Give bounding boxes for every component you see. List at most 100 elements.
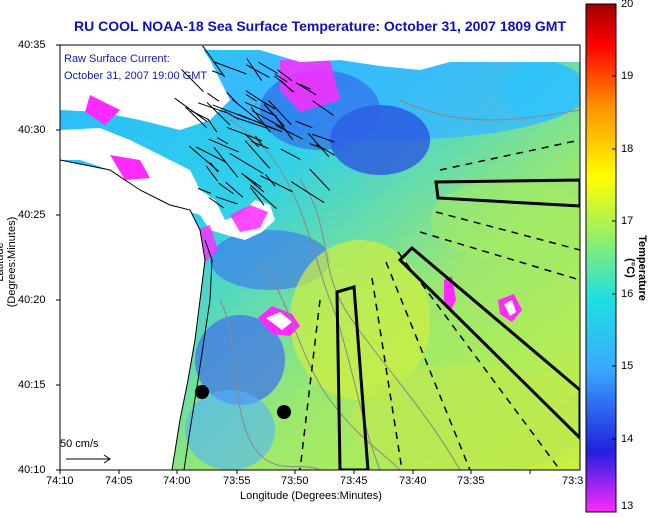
dump-zone-southeast [397,245,580,441]
current-vector [290,181,325,204]
current-vector [245,94,257,102]
current-vector [275,124,303,140]
cool-patch-south [185,390,275,470]
shipping-lanes [299,139,580,470]
current-vector [250,106,271,133]
current-vector [265,174,276,187]
current-vector [206,102,231,126]
colorbar-tick: 13 [621,500,634,512]
x-tick: 74:00 [163,475,191,487]
current-vector [208,197,225,209]
colorbar-tick: 18 [621,143,634,155]
current-vector [280,148,301,160]
current-vector [249,186,265,206]
current-vector [312,100,335,116]
current-vector [315,143,335,156]
x-axis-label: Longitude (Degrees:Minutes) [240,490,382,502]
x-tick: 73:3 [562,475,584,487]
current-vector [277,69,293,82]
current-vector [309,168,331,191]
current-vector [211,70,224,76]
current-vector [217,137,229,145]
coastline [60,159,206,470]
magenta-patch-north [280,60,340,112]
land-mass [60,160,205,470]
colorbar-label: Temperature (°C) [624,235,648,301]
current-vector [224,110,239,120]
barrier-island [183,239,213,470]
y-axis-label: Latitude (Degrees:Minutes) [0,216,18,308]
buoy-marker-1 [195,385,209,399]
current-vector [299,83,311,90]
current-vector [188,145,220,172]
current-vector [280,79,293,92]
magenta-coast-1 [85,95,120,125]
current-vector [205,165,218,182]
scale-label: 50 cm/s [60,438,99,450]
cold-patch-shore [195,315,285,405]
magenta-coast-3 [230,205,268,232]
y-tick: 40:25 [18,209,46,221]
y-tick: 40:20 [18,294,46,306]
current-vector [295,120,313,129]
axis-ticks [56,44,531,474]
current-vector [259,99,276,110]
current-vector [213,147,239,178]
current-vector [225,181,244,198]
x-tick: 73:45 [340,475,368,487]
current-vector [246,58,263,81]
colorbar-tick: 14 [621,433,634,445]
current-vector [274,115,294,141]
plot-frame [59,44,581,471]
y-tick: 40:15 [18,379,46,391]
current-vector [181,69,204,92]
y-tick: 40:35 [18,39,46,51]
current-vector [231,99,262,124]
current-vector [250,184,277,209]
current-label: Raw Surface Current: [64,53,170,65]
x-tick: 74:05 [105,475,133,487]
magenta-coast-4 [196,225,218,262]
colorbar-tick: 19 [621,70,634,82]
current-vector [295,82,317,96]
colorbar-tick: 17 [621,215,634,227]
current-time: October 31, 2007 19:00 GMT [64,70,208,82]
surface-current-vectors [174,45,335,209]
current-vector [244,175,265,193]
x-tick: 73:55 [223,475,251,487]
colorbar-tick: 15 [621,360,634,372]
cloud-patch-1 [266,312,292,330]
colorbar-tick: 20 [621,0,634,10]
bathymetry-contour-5 [219,299,321,470]
current-vector [215,196,238,205]
current-vector [312,133,335,143]
current-vector [197,102,227,114]
current-vector [268,99,292,126]
current-vector [234,116,268,129]
current-vector [197,187,211,194]
current-vector [214,61,247,75]
current-vector [207,118,218,133]
x-tick: 73:35 [457,475,485,487]
current-vector [195,146,226,163]
x-tick: 74:10 [46,475,74,487]
magenta-patch-2 [444,276,456,312]
cloud-patch-3 [504,300,516,316]
warm-patch [290,240,430,400]
warm-patch-southeast [350,365,580,470]
bathymetry-contour-2 [299,179,461,470]
current-vector [244,133,260,148]
scale-arrow-head [103,454,111,464]
colorbar-ticks [612,3,616,513]
colorbar [585,3,617,513]
current-vector [259,175,293,193]
buoy-marker-2 [277,405,291,419]
current-vector [207,92,220,102]
current-vector [208,138,239,153]
bathymetry-contour-3 [259,259,401,470]
colorbar-tick: 16 [621,288,634,300]
current-vector [258,61,278,74]
y-tick: 40:10 [18,464,46,476]
